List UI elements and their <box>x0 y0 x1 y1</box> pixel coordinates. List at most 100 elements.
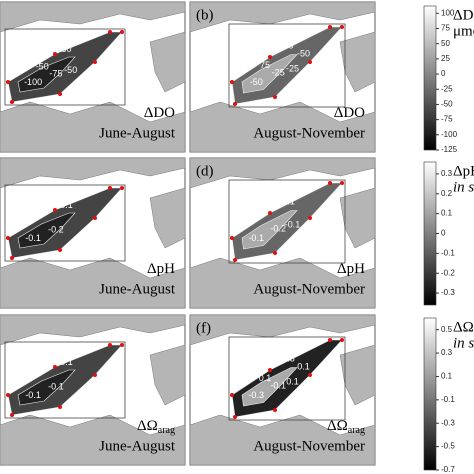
colorbar-tick-label: -75 <box>441 115 453 124</box>
variable-label: ΔΩarag <box>327 418 365 436</box>
colorbar-tick-label: 0.3 <box>441 348 453 357</box>
contour-area <box>241 210 298 250</box>
colorbar-tick-label: 0.3 <box>441 169 453 178</box>
subscript: arag <box>348 425 365 436</box>
station <box>233 258 237 262</box>
variable: ΔDO <box>334 105 365 121</box>
station <box>108 30 112 34</box>
station <box>120 343 124 347</box>
contour-label: -25 <box>272 68 285 78</box>
study-box <box>4 28 126 106</box>
variable: ΔpH <box>337 261 365 277</box>
station <box>268 211 272 215</box>
contour-label: -0.1 <box>57 357 73 367</box>
colorbar-tick-label: 25 <box>441 54 450 63</box>
colorbar-tick-label: 0 <box>441 69 446 78</box>
land <box>149 31 186 93</box>
variable: ΔΩ <box>137 418 158 434</box>
variable: ΔΩ <box>327 418 348 434</box>
contour-label: -50 <box>64 65 77 75</box>
contour-label: -50 <box>58 44 71 54</box>
colorbar-title: ΔpH <box>453 163 474 179</box>
station <box>340 181 344 185</box>
contour-area <box>17 56 76 93</box>
colorbar-tick-label: -0.3 <box>441 418 455 427</box>
land <box>189 157 376 189</box>
contour-label: 0.1 <box>286 377 299 387</box>
contour-label: -0.1 <box>57 200 73 210</box>
contour-label: 0.1 <box>297 361 310 371</box>
station <box>6 236 10 240</box>
station <box>120 186 124 190</box>
colorbar-tick-label: -125 <box>441 145 458 154</box>
station <box>93 216 97 220</box>
colorbar-title: ΔDO <box>453 7 474 23</box>
station <box>273 95 277 99</box>
station <box>6 393 10 397</box>
colorbar-tick-label: 0.2 <box>441 189 453 198</box>
station <box>58 92 62 96</box>
contour-label: -0.3 <box>248 390 264 400</box>
contour-label: 75 <box>260 60 270 70</box>
colorbar-subtitle: μmol- <box>453 23 474 39</box>
map-panel: -0.5-0.3-0.1 0.10.10.1(f)ΔΩaragAugust-Nov… <box>189 314 376 466</box>
contour-area <box>17 212 76 249</box>
land <box>339 344 376 406</box>
colorbar-tick-label: 75 <box>441 24 450 33</box>
contour-label: -0.5 <box>279 354 295 364</box>
station <box>10 413 14 417</box>
land <box>149 344 186 406</box>
colorbar-tick-label: -0.1 <box>441 395 455 404</box>
station <box>58 248 62 252</box>
land <box>149 187 186 249</box>
station <box>268 55 272 59</box>
station <box>328 338 332 342</box>
panel-label: (b) <box>196 7 214 23</box>
colorbar-tick-label: -100 <box>441 130 458 139</box>
colorbar-subtitle: in s <box>453 335 474 351</box>
period-label: August-November <box>253 281 365 297</box>
station <box>233 102 237 106</box>
colorbar-tick-label: -50 <box>441 100 453 109</box>
contour-label: -0.1 <box>248 233 264 243</box>
station <box>308 216 312 220</box>
study-box <box>228 336 346 421</box>
station <box>53 365 57 369</box>
colorbar-tick-label: 0.1 <box>441 209 453 218</box>
variable: ΔDO <box>144 105 175 121</box>
land <box>0 414 186 466</box>
colorbar-tick-label: 50 <box>441 39 450 48</box>
land <box>339 187 376 249</box>
colorbar-title: ΔΩa <box>453 319 474 335</box>
colorbar-tick-label: -0.7 <box>441 465 455 474</box>
contour-area <box>241 54 298 94</box>
contour-label: -50 <box>250 77 263 87</box>
land <box>0 1 186 33</box>
study-box <box>4 184 126 262</box>
contour-label: -50 <box>297 48 310 58</box>
station <box>93 60 97 64</box>
station <box>53 52 57 56</box>
station <box>230 80 234 84</box>
panel-label: (f) <box>196 320 211 336</box>
contour-label: -0.1 <box>270 381 286 391</box>
land <box>0 257 186 309</box>
panel-label: (d) <box>196 163 214 179</box>
station <box>328 181 332 185</box>
land <box>189 1 376 33</box>
contour-label: -75 <box>280 41 293 51</box>
contour-label: -0.2 <box>270 224 286 234</box>
station <box>93 373 97 377</box>
station <box>340 25 344 29</box>
station <box>58 405 62 409</box>
colorbar-tick-label: -0.5 <box>441 442 455 451</box>
station <box>273 408 277 412</box>
period-label: August-November <box>253 125 365 141</box>
contour-label: 0.1 <box>259 373 272 383</box>
variable-label: ΔDO <box>144 105 175 121</box>
station <box>268 368 272 372</box>
contour-label: -25 <box>286 64 299 74</box>
land <box>0 101 186 153</box>
